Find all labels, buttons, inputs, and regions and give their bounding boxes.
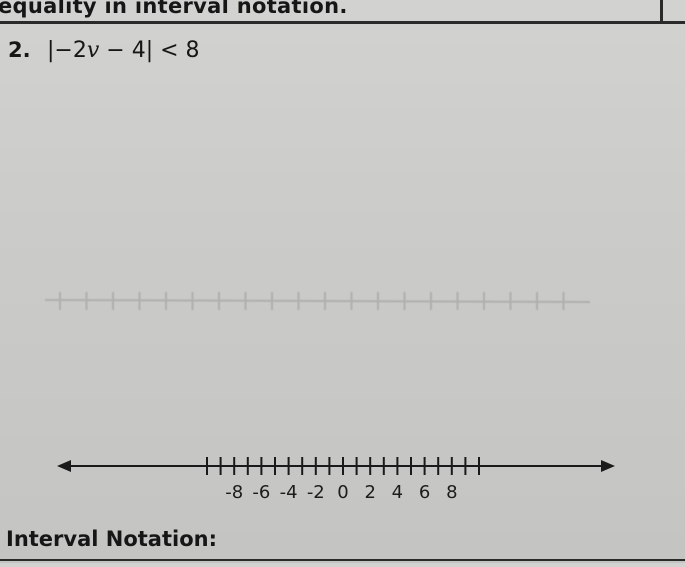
- tick-label: 0: [337, 482, 348, 503]
- header-divider: [0, 21, 685, 24]
- tick-label: -2: [307, 482, 325, 503]
- constant-term: − 4: [99, 38, 146, 63]
- inequality-expression: |−2v − 4| < 8: [47, 38, 200, 63]
- coefficient: −2: [54, 38, 87, 63]
- absolute-bar-left: |: [47, 38, 55, 63]
- relation: < 8: [153, 38, 200, 63]
- absolute-bar-right: |: [145, 38, 154, 63]
- tick-label: 2: [364, 482, 375, 503]
- variable: v: [86, 38, 100, 63]
- tick-label: 4: [392, 482, 403, 503]
- left-arrow-icon: [57, 460, 71, 472]
- tick-label: 6: [419, 482, 430, 503]
- tick-label: -4: [280, 482, 298, 503]
- problem-number: 2.: [8, 38, 31, 62]
- instructions-text: equality in interval notation.: [0, 0, 348, 18]
- answer-underline: [0, 559, 685, 561]
- right-border: [660, 0, 663, 24]
- interval-notation-label: Interval Notation:: [6, 527, 217, 551]
- number-line: -8 -6 -4 -2 0 2 4 6 8: [57, 457, 615, 503]
- tick-label: 8: [446, 482, 457, 503]
- right-arrow-icon: [601, 460, 615, 472]
- tick-label: -6: [252, 482, 270, 503]
- tick-label: -8: [225, 482, 243, 503]
